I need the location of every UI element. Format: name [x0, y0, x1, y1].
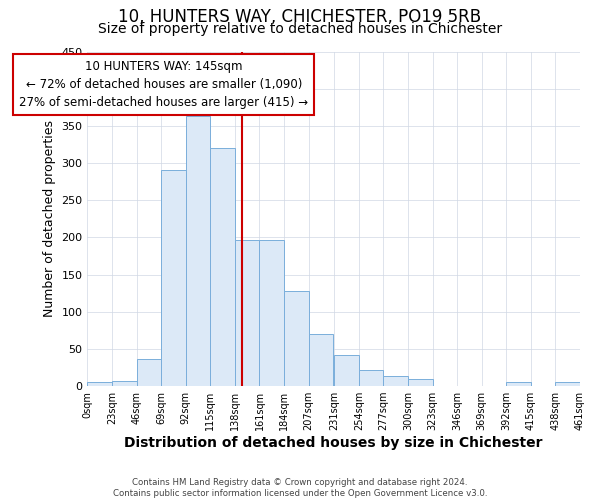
Text: Contains HM Land Registry data © Crown copyright and database right 2024.
Contai: Contains HM Land Registry data © Crown c… [113, 478, 487, 498]
Text: Size of property relative to detached houses in Chichester: Size of property relative to detached ho… [98, 22, 502, 36]
Bar [112, 381, 137, 386]
Bar [88, 382, 112, 386]
Bar [211, 148, 235, 386]
Bar [556, 382, 580, 386]
Bar [308, 334, 333, 386]
Bar [383, 376, 408, 386]
Bar [161, 170, 186, 386]
Bar [235, 240, 259, 386]
Bar [259, 240, 284, 386]
Bar [506, 382, 531, 386]
Bar [408, 378, 433, 386]
Text: 10 HUNTERS WAY: 145sqm
← 72% of detached houses are smaller (1,090)
27% of semi-: 10 HUNTERS WAY: 145sqm ← 72% of detached… [19, 60, 308, 109]
Bar [137, 360, 161, 386]
Bar [284, 291, 308, 386]
Y-axis label: Number of detached properties: Number of detached properties [43, 120, 56, 318]
Bar [334, 355, 359, 386]
Bar [359, 370, 383, 386]
Bar [186, 116, 211, 386]
Text: 10, HUNTERS WAY, CHICHESTER, PO19 5RB: 10, HUNTERS WAY, CHICHESTER, PO19 5RB [118, 8, 482, 26]
X-axis label: Distribution of detached houses by size in Chichester: Distribution of detached houses by size … [124, 436, 543, 450]
